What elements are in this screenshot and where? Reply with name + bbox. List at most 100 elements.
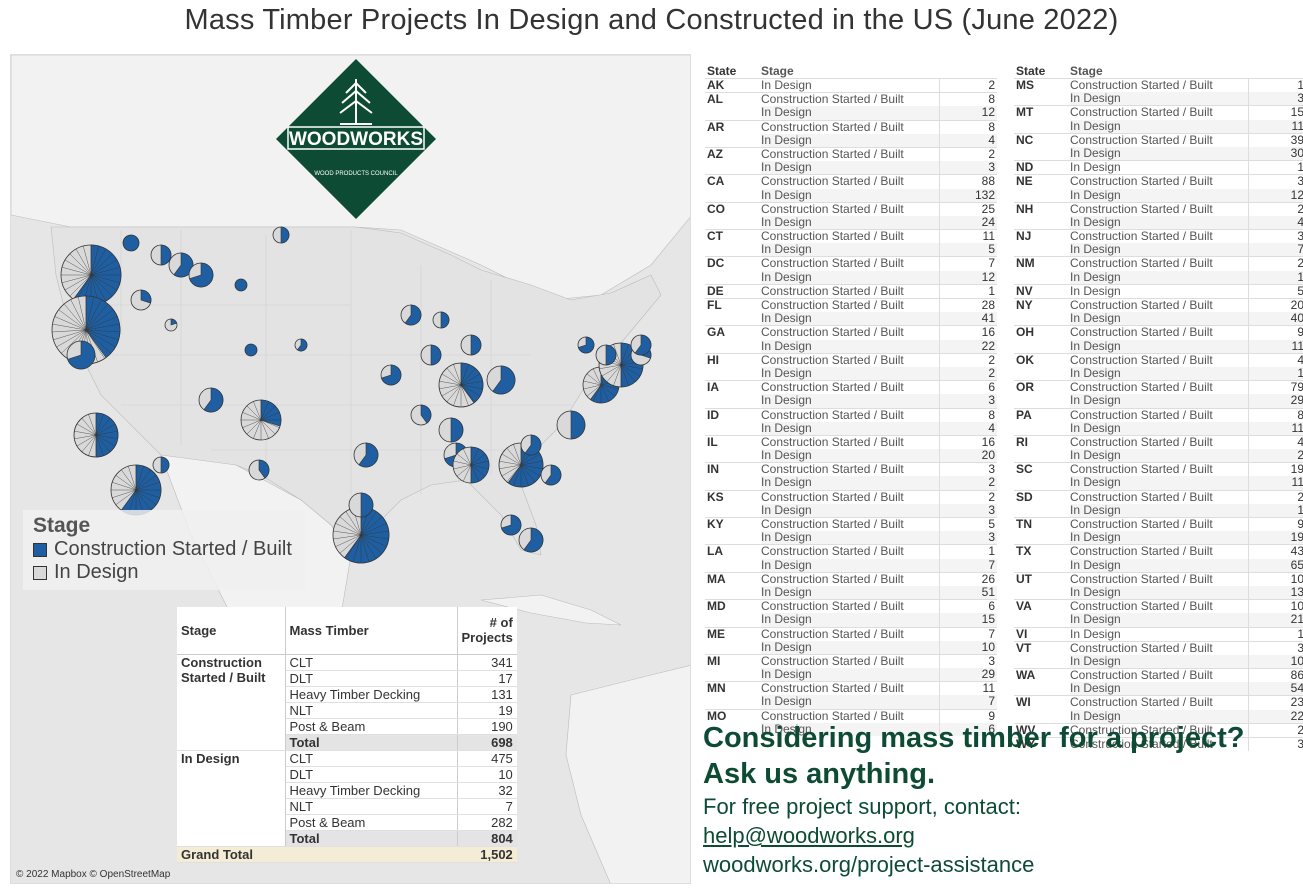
- state-code: NC: [1016, 132, 1034, 147]
- stage-cell: Construction Started / Built: [761, 201, 904, 216]
- count-cell: 65: [1248, 558, 1303, 572]
- stage-cell: In Design: [761, 106, 939, 120]
- stage-cell: In Design: [1070, 243, 1248, 257]
- count-cell: 8: [939, 408, 997, 422]
- map-credit[interactable]: © 2022 Mapbox © OpenStreetMap: [16, 869, 171, 880]
- count-cell: 25: [939, 202, 997, 216]
- stage-cell: In Design: [761, 667, 939, 682]
- project-pie-marker[interactable]: [332, 506, 390, 564]
- project-pie-marker[interactable]: [452, 446, 490, 484]
- state-code: OH: [1016, 325, 1034, 340]
- state-code: [1014, 340, 1070, 353]
- count-cell: 1: [1248, 627, 1303, 641]
- project-pie-marker[interactable]: [410, 404, 432, 426]
- state-code: [1014, 504, 1070, 517]
- count-cell: 8: [939, 120, 997, 134]
- stage-cell: In Design: [761, 448, 939, 463]
- legend-item-built[interactable]: Construction Started / Built: [33, 538, 295, 561]
- project-pie-marker[interactable]: [122, 234, 140, 252]
- project-pie-marker[interactable]: [460, 334, 482, 356]
- project-pie-marker[interactable]: [244, 343, 258, 357]
- project-pie-marker[interactable]: [400, 304, 422, 326]
- state-code: AK: [707, 78, 725, 92]
- project-pie-marker[interactable]: [420, 344, 442, 366]
- mass-timber-cell: CLT: [285, 654, 458, 671]
- state-code: [705, 695, 761, 708]
- project-pie-marker[interactable]: [188, 262, 214, 288]
- mass-timber-cell: DLT: [285, 766, 458, 783]
- project-pie-marker[interactable]: [150, 244, 172, 266]
- count-cell: 29: [939, 667, 997, 682]
- table-row: In Design 1: [1014, 270, 1303, 284]
- table-row: RI Construction Started / Built 4: [1014, 435, 1303, 450]
- project-pie-marker[interactable]: [60, 244, 122, 306]
- count-cell: 190: [457, 718, 517, 735]
- table-row: KY Construction Started / Built 5: [705, 517, 997, 532]
- mass-timber-cell: NLT: [285, 798, 458, 815]
- email-link[interactable]: help@woodworks.org: [703, 823, 915, 848]
- state-code: [705, 668, 761, 681]
- count-cell: 3: [939, 531, 997, 545]
- table-row: IN Construction Started / Built 3: [705, 463, 997, 477]
- stage-cell: In Design: [761, 613, 939, 627]
- cta-text: For free project support, contact:: [703, 794, 1021, 819]
- count-cell: 15: [1248, 106, 1303, 120]
- project-pie-marker[interactable]: [500, 514, 522, 536]
- project-pie-marker[interactable]: [438, 417, 464, 443]
- project-pie-marker[interactable]: [240, 399, 282, 441]
- project-pie-marker[interactable]: [198, 387, 224, 413]
- project-pie-marker[interactable]: [272, 226, 290, 244]
- count-cell: 5: [939, 243, 997, 257]
- logo-subtext: WOOD PRODUCTS COUNCIL: [314, 171, 398, 177]
- project-pie-marker[interactable]: [630, 334, 652, 356]
- project-pie-marker[interactable]: [540, 464, 562, 486]
- state-code: VT: [1016, 640, 1032, 655]
- project-pie-marker[interactable]: [110, 464, 162, 516]
- stage-cell: Construction Started / Built: [761, 298, 904, 312]
- state-group: VI In Design 1: [1014, 626, 1303, 641]
- project-pie-marker[interactable]: [73, 412, 119, 458]
- state-group: WA Construction Started / Built 86 In Desig…: [1014, 668, 1303, 696]
- project-pie-marker[interactable]: [294, 338, 308, 352]
- legend-item-design[interactable]: In Design: [33, 561, 295, 584]
- table-row: In Design 30: [1014, 146, 1303, 161]
- table-row: In Design 7: [705, 695, 997, 709]
- table-row: SD Construction Started / Built 2: [1014, 490, 1303, 504]
- project-pie-marker[interactable]: [348, 492, 374, 518]
- project-pie-marker[interactable]: [168, 252, 194, 278]
- project-pie-marker[interactable]: [164, 318, 178, 332]
- table-row: In Design 132: [705, 188, 997, 202]
- count-cell: 3: [939, 394, 997, 408]
- map-view[interactable]: WOODWORKS WOOD PRODUCTS COUNCIL Stage Co…: [10, 54, 691, 884]
- table-row: UT Construction Started / Built 10: [1014, 572, 1303, 586]
- project-pie-marker[interactable]: [595, 344, 617, 366]
- project-pie-marker[interactable]: [577, 336, 595, 354]
- project-pie-marker[interactable]: [51, 295, 121, 365]
- project-pie-marker[interactable]: [432, 311, 450, 329]
- count-cell: 20: [939, 448, 997, 463]
- project-pie-marker[interactable]: [556, 410, 586, 440]
- state-code: [705, 340, 761, 353]
- project-pie-marker[interactable]: [353, 442, 379, 468]
- project-pie-marker[interactable]: [380, 364, 402, 386]
- col-mass-timber: Mass Timber: [285, 607, 458, 655]
- project-pie-marker[interactable]: [486, 365, 516, 395]
- project-pie-marker[interactable]: [152, 456, 170, 474]
- project-pie-marker[interactable]: [518, 527, 544, 553]
- project-pie-marker[interactable]: [66, 340, 96, 370]
- count-cell: 43: [1248, 545, 1303, 559]
- website-link[interactable]: woodworks.org/project-assistance: [703, 852, 1035, 877]
- project-pie-marker[interactable]: [234, 278, 248, 292]
- project-pie-marker[interactable]: [520, 434, 542, 456]
- grand-total-label: Grand Total: [177, 846, 457, 863]
- state-code: [1014, 476, 1070, 489]
- count-cell: 7: [939, 257, 997, 271]
- count-cell: 11: [939, 682, 997, 696]
- stage-cell: In Design: [1070, 92, 1248, 106]
- state-code: DE: [707, 283, 724, 298]
- table-row: In Design 5: [705, 243, 997, 257]
- project-pie-marker[interactable]: [438, 362, 484, 408]
- project-pie-marker[interactable]: [248, 459, 270, 481]
- project-pie-marker[interactable]: [130, 289, 152, 311]
- count-cell: 2: [939, 476, 997, 490]
